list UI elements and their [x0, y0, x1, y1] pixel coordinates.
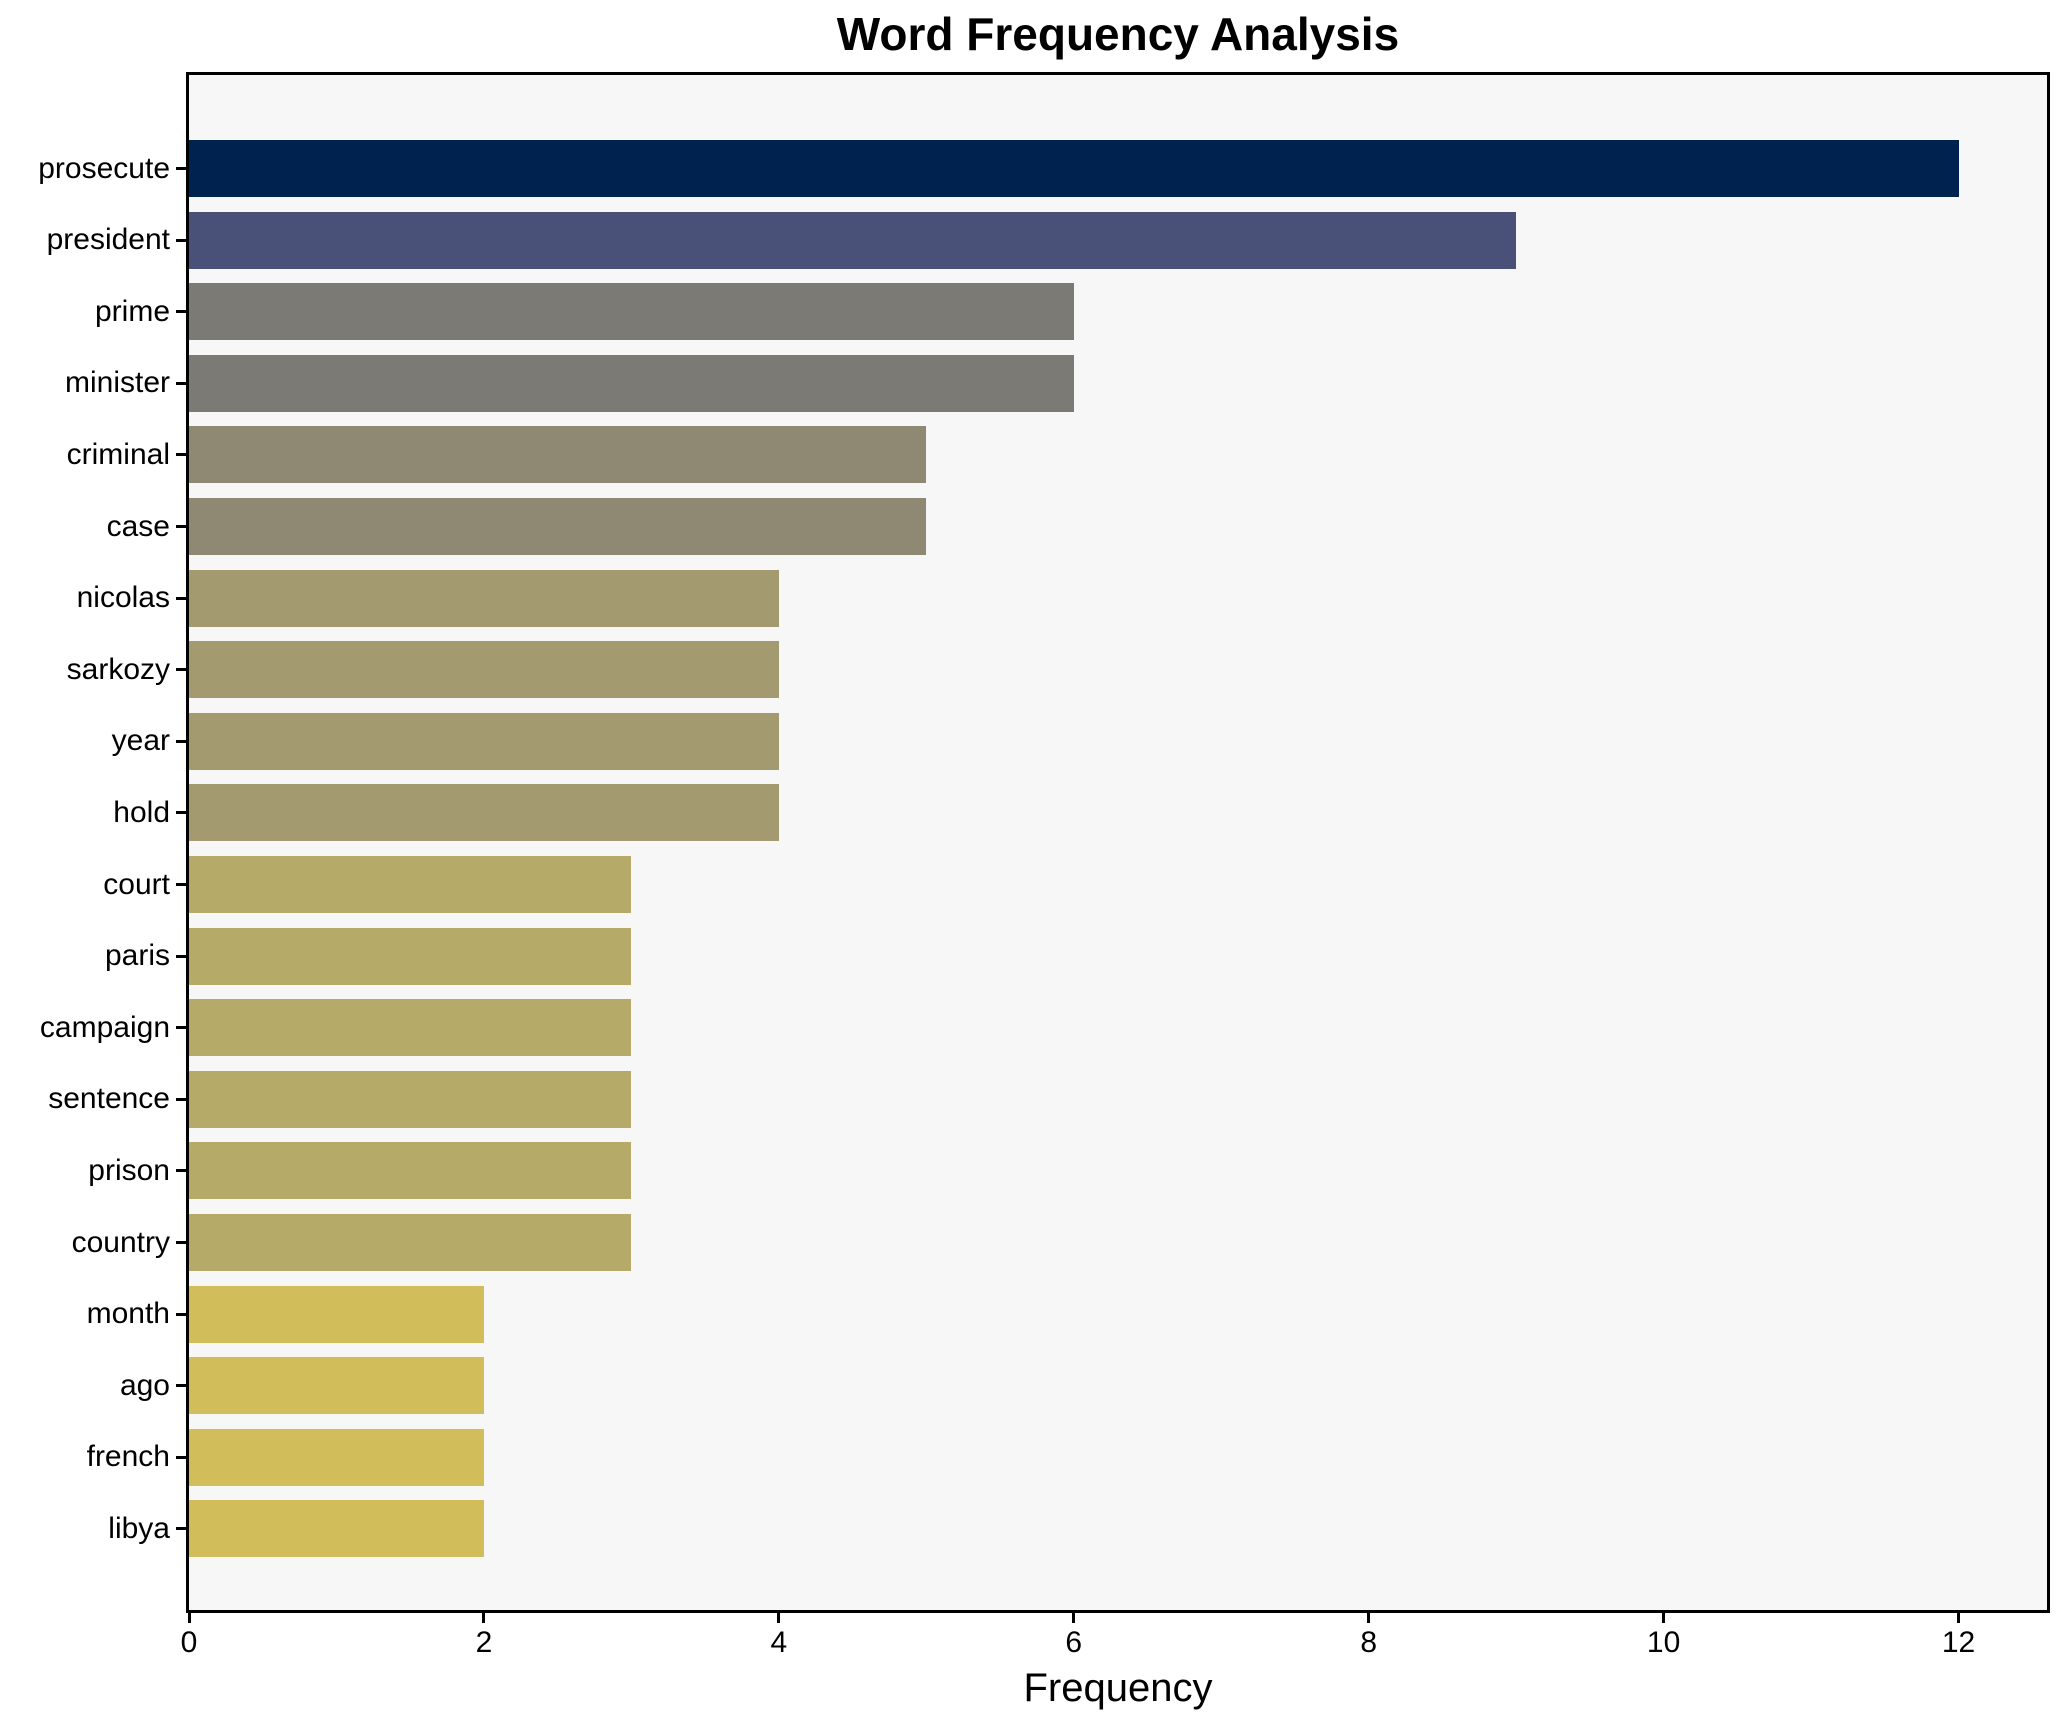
bar-campaign — [189, 999, 632, 1057]
bar-french — [189, 1428, 484, 1486]
y-tick-mark — [176, 1169, 186, 1173]
y-tick-label-french: french — [86, 1440, 170, 1474]
y-tick-mark — [176, 1455, 186, 1459]
x-tick-label-0: 0 — [180, 1626, 198, 1659]
y-tick-label-nicolas: nicolas — [76, 581, 170, 615]
bar-nicolas — [189, 569, 779, 627]
bar-libya — [189, 1500, 484, 1558]
y-tick-label-case: case — [106, 509, 170, 543]
y-tick-label-ago: ago — [119, 1368, 170, 1402]
y-tick-mark — [176, 381, 186, 385]
y-tick-mark — [176, 1384, 186, 1388]
x-tick-label-6: 6 — [1065, 1626, 1083, 1659]
bar-hold — [189, 784, 779, 842]
x-tick-label-4: 4 — [770, 1626, 788, 1659]
x-tick-label-8: 8 — [1360, 1626, 1378, 1659]
y-tick-mark — [176, 167, 186, 170]
x-tick-mark — [1072, 1613, 1076, 1623]
bar-criminal — [189, 426, 927, 484]
x-tick-mark — [187, 1613, 191, 1623]
y-tick-label-campaign: campaign — [39, 1010, 170, 1044]
bar-paris — [189, 927, 632, 985]
plot-area — [186, 72, 2050, 1613]
bar-prosecute — [189, 140, 1959, 197]
x-tick-label-10: 10 — [1646, 1626, 1681, 1659]
x-tick-mark — [482, 1613, 486, 1623]
y-tick-mark — [176, 453, 186, 457]
y-tick-label-president: president — [46, 223, 170, 257]
bar-prison — [189, 1142, 632, 1200]
y-tick-mark — [176, 1312, 186, 1316]
y-tick-label-hold: hold — [113, 795, 170, 829]
y-tick-mark — [176, 811, 186, 815]
y-tick-mark — [176, 1097, 186, 1101]
y-tick-label-libya: libya — [108, 1511, 170, 1545]
bar-sarkozy — [189, 641, 779, 699]
x-tick-mark — [777, 1613, 781, 1623]
x-tick-mark — [1662, 1613, 1666, 1623]
y-tick-mark — [176, 1241, 186, 1244]
y-tick-mark — [176, 596, 186, 600]
bar-minister — [189, 354, 1074, 412]
y-tick-label-paris: paris — [104, 939, 170, 973]
bar-case — [189, 498, 927, 555]
y-tick-mark — [176, 525, 186, 528]
bar-year — [189, 712, 779, 770]
y-tick-mark — [176, 883, 186, 886]
y-tick-mark — [176, 238, 186, 242]
y-tick-label-prosecute: prosecute — [38, 151, 170, 185]
x-tick-mark — [1957, 1613, 1961, 1623]
bar-month — [189, 1285, 484, 1343]
x-tick-label-12: 12 — [1941, 1626, 1976, 1659]
x-tick-mark — [1367, 1613, 1371, 1623]
chart-title: Word Frequency Analysis — [836, 8, 1400, 60]
bar-country — [189, 1214, 632, 1271]
x-tick-label-2: 2 — [475, 1626, 493, 1659]
y-tick-mark — [176, 1026, 186, 1030]
x-axis-label: Frequency — [1023, 1666, 1213, 1710]
y-tick-label-court: court — [103, 867, 170, 901]
y-tick-label-prison: prison — [88, 1153, 170, 1187]
bar-prime — [189, 283, 1074, 341]
y-tick-label-sentence: sentence — [48, 1082, 170, 1116]
y-tick-label-prime: prime — [94, 294, 170, 328]
y-tick-mark — [176, 1527, 186, 1531]
y-tick-mark — [176, 668, 186, 672]
y-tick-label-minister: minister — [64, 366, 170, 400]
bar-ago — [189, 1357, 484, 1415]
y-tick-label-criminal: criminal — [66, 437, 170, 471]
y-tick-label-sarkozy: sarkozy — [66, 652, 170, 686]
y-tick-label-year: year — [111, 724, 170, 758]
y-tick-mark — [176, 739, 186, 743]
bar-sentence — [189, 1070, 632, 1128]
y-tick-mark — [176, 954, 186, 958]
bar-president — [189, 211, 1517, 269]
y-tick-label-month: month — [86, 1297, 170, 1331]
y-tick-mark — [176, 310, 186, 314]
bar-court — [189, 856, 632, 913]
y-tick-label-country: country — [71, 1225, 170, 1259]
